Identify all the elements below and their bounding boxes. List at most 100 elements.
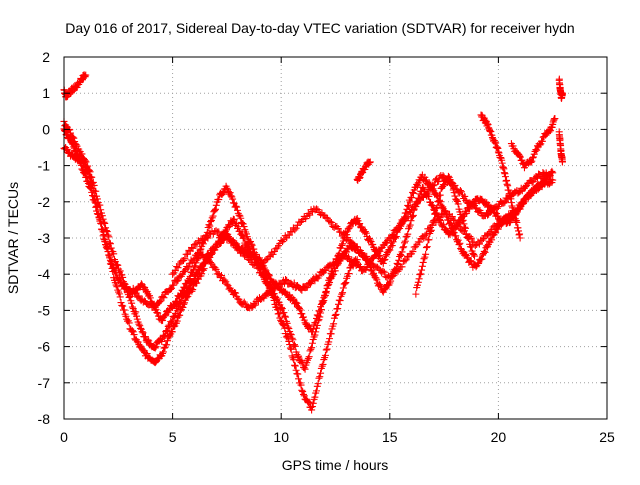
data-point xyxy=(72,141,80,149)
data-point xyxy=(419,258,427,266)
data-point xyxy=(130,331,138,339)
data-point xyxy=(108,265,116,273)
y-tick-label: -1 xyxy=(38,158,51,174)
data-point xyxy=(436,191,444,199)
data-point xyxy=(322,289,330,297)
data-point xyxy=(488,236,496,244)
data-point xyxy=(515,188,523,196)
data-point xyxy=(166,285,174,293)
data-point xyxy=(125,293,133,301)
data-point xyxy=(361,228,369,236)
data-point xyxy=(406,221,414,229)
data-point xyxy=(215,228,223,236)
data-point xyxy=(491,229,499,237)
data-point xyxy=(291,342,299,350)
data-point xyxy=(330,261,338,269)
data-point xyxy=(107,244,115,252)
data-point xyxy=(453,196,461,204)
data-point xyxy=(379,267,387,275)
data-point xyxy=(342,279,350,287)
y-tick-label: -6 xyxy=(38,339,51,355)
data-point xyxy=(409,189,417,197)
data-point xyxy=(331,311,339,319)
data-point xyxy=(143,350,151,358)
data-point xyxy=(193,279,201,287)
data-point xyxy=(287,331,295,339)
data-point xyxy=(432,205,440,213)
data-point xyxy=(137,324,145,332)
data-point xyxy=(312,387,320,395)
data-point xyxy=(448,213,456,221)
data-point xyxy=(435,197,443,205)
data-point xyxy=(402,256,410,264)
data-point xyxy=(295,375,303,383)
data-point xyxy=(388,242,396,250)
data-point xyxy=(207,218,215,226)
data-point xyxy=(305,398,313,406)
data-point xyxy=(400,243,408,251)
data-point xyxy=(380,286,388,294)
data-point xyxy=(230,216,238,224)
data-point xyxy=(96,201,104,209)
data-point xyxy=(352,216,360,224)
data-point xyxy=(175,302,183,310)
data-point xyxy=(261,266,269,274)
data-point xyxy=(454,236,462,244)
data-point xyxy=(467,243,475,251)
data-point xyxy=(185,284,193,292)
data-point xyxy=(542,169,550,177)
data-point xyxy=(167,318,175,326)
data-point xyxy=(536,141,544,149)
data-point xyxy=(461,223,469,231)
data-point xyxy=(404,201,412,209)
data-point xyxy=(217,272,225,280)
data-point xyxy=(227,192,235,200)
data-point xyxy=(204,234,212,242)
data-point xyxy=(132,308,140,316)
data-point xyxy=(288,294,296,302)
data-point xyxy=(357,249,365,257)
data-point xyxy=(408,194,416,202)
data-point xyxy=(102,238,110,246)
data-point xyxy=(366,158,374,166)
data-point xyxy=(97,206,105,214)
data-point xyxy=(283,319,291,327)
data-point xyxy=(387,243,395,251)
data-point xyxy=(251,252,259,260)
data-point xyxy=(461,192,469,200)
x-axis-label: GPS time / hours xyxy=(282,457,389,473)
data-point xyxy=(116,267,124,275)
data-point xyxy=(164,322,172,330)
y-tick-label: -7 xyxy=(38,375,51,391)
data-point xyxy=(449,182,457,190)
data-point xyxy=(181,267,189,275)
data-point xyxy=(516,152,524,160)
data-point xyxy=(181,255,189,263)
data-point xyxy=(151,344,159,352)
data-point xyxy=(452,232,460,240)
data-point xyxy=(433,204,441,212)
data-point xyxy=(407,217,415,225)
data-point xyxy=(82,71,90,79)
data-point xyxy=(304,210,312,218)
data-point xyxy=(301,365,309,373)
data-point xyxy=(282,313,290,321)
data-point xyxy=(465,235,473,243)
data-point xyxy=(86,168,94,176)
data-point xyxy=(440,181,448,189)
data-point xyxy=(189,286,197,294)
data-point xyxy=(494,212,502,220)
data-point xyxy=(176,311,184,319)
data-point xyxy=(318,297,326,305)
data-point xyxy=(102,227,110,235)
data-point xyxy=(338,290,346,298)
data-point xyxy=(319,360,327,368)
data-point xyxy=(290,356,298,364)
data-point xyxy=(326,278,334,286)
data-point xyxy=(497,218,505,226)
data-point xyxy=(376,247,384,255)
data-point xyxy=(273,306,281,314)
data-point xyxy=(551,115,559,123)
data-point xyxy=(451,192,459,200)
